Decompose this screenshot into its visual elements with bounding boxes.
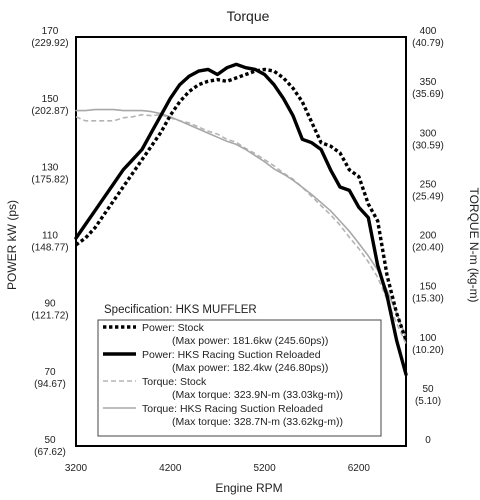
- legend-label: Power: HKS Racing Suction Reloaded: [142, 349, 321, 361]
- x-axis-ticks: 3200 4200 5200 6200: [65, 463, 371, 474]
- legend-label: Torque: Stock: [142, 376, 207, 388]
- x-tick-label: 3200: [65, 463, 88, 474]
- right-tick-label: 300: [420, 128, 437, 139]
- left-tick-label: 130: [42, 162, 59, 173]
- left-tick-label: 70: [44, 367, 56, 378]
- left-tick-label: 170: [42, 26, 59, 37]
- left-tick-sublabel: (94.67): [34, 379, 66, 390]
- left-tick-sublabel: (148.77): [31, 243, 68, 254]
- left-tick-label: 110: [42, 231, 58, 242]
- left-tick-sublabel: (229.92): [31, 38, 68, 49]
- legend-torque-hks: Torque: HKS Racing Suction Reloaded(Max …: [103, 403, 343, 428]
- right-tick-sublabel: (25.49): [412, 191, 444, 202]
- legend-entries: Power: Stock(Max power: 181.6kw (245.60p…: [103, 322, 343, 428]
- left-tick-label: 90: [44, 299, 56, 310]
- legend-label: Torque: HKS Racing Suction Reloaded: [142, 403, 323, 415]
- right-tick-label: 100: [420, 333, 437, 344]
- legend-box: [97, 319, 382, 437]
- x-axis-label: Engine RPM: [215, 481, 282, 495]
- left-tick-sublabel: (67.62): [34, 447, 66, 458]
- right-tick-sublabel: (30.59): [412, 140, 444, 151]
- right-tick-sublabel: (40.79): [412, 38, 444, 49]
- right-axis-ticks: 400(40.79) 350(35.69) 300(30.59) 250(25.49)…: [412, 26, 444, 446]
- chart-title: Torque: [227, 8, 270, 24]
- left-tick-label: 50: [44, 435, 56, 446]
- legend-detail: (Max power: 181.6kw (245.60ps)): [172, 335, 328, 347]
- right-axis-label: TORQUE N-m (kg-m): [467, 187, 480, 302]
- power-hks-line: [74, 62, 408, 377]
- right-tick-label: 350: [420, 77, 437, 88]
- power-stock-line: [75, 67, 408, 341]
- x-tick-label: 6200: [348, 463, 371, 474]
- right-tick-sublabel: (10.20): [412, 345, 444, 356]
- right-tick-sublabel: (5.10): [415, 396, 441, 407]
- right-tick-sublabel: (20.40): [412, 243, 444, 254]
- legend-power-hks: Power: HKS Racing Suction Reloaded(Max p…: [103, 349, 328, 374]
- plot-frame: [75, 36, 407, 447]
- right-tick-sublabel: (35.69): [412, 89, 444, 100]
- right-tick-sublabel: (15.30): [412, 294, 444, 305]
- legend-detail: (Max power: 182.4kw (246.80ps)): [172, 362, 328, 374]
- series-layer: [74, 62, 408, 377]
- right-tick-label: 0: [425, 435, 431, 446]
- legend-torque-stock: Torque: Stock(Max torque: 323.9N-m (33.0…: [103, 376, 343, 401]
- torque-stock-line: [75, 113, 407, 345]
- right-tick-label: 250: [420, 179, 437, 190]
- left-tick-sublabel: (175.82): [31, 174, 68, 185]
- right-tick-label: 200: [420, 231, 437, 242]
- x-tick-label: 4200: [159, 463, 182, 474]
- legend-label: Power: Stock: [142, 322, 205, 334]
- left-axis-label: POWER kW (ps): [5, 200, 19, 290]
- legend-heading: Specification: HKS MUFFLER: [104, 304, 257, 316]
- right-tick-label: 400: [420, 26, 437, 37]
- left-tick-sublabel: (202.87): [31, 106, 68, 117]
- left-axis-ticks: 170(229.92) 150(202.87) 130(175.82) 110(148…: [31, 26, 68, 458]
- legend-power-stock: Power: Stock(Max power: 181.6kw (245.60p…: [103, 322, 328, 347]
- x-tick-label: 5200: [253, 463, 276, 474]
- left-tick-sublabel: (121.72): [31, 311, 68, 322]
- legend: Specification: HKS MUFFLER Power: Stock(…: [97, 304, 382, 437]
- legend-detail: (Max torque: 323.9N-m (33.03kg-m)): [172, 389, 343, 401]
- left-tick-label: 150: [42, 94, 59, 105]
- right-tick-label: 150: [420, 282, 437, 293]
- right-tick-label: 50: [422, 384, 434, 395]
- torque-hks-line: [75, 108, 407, 339]
- legend-detail: (Max torque: 328.7N-m (33.62kg-m)): [172, 416, 343, 428]
